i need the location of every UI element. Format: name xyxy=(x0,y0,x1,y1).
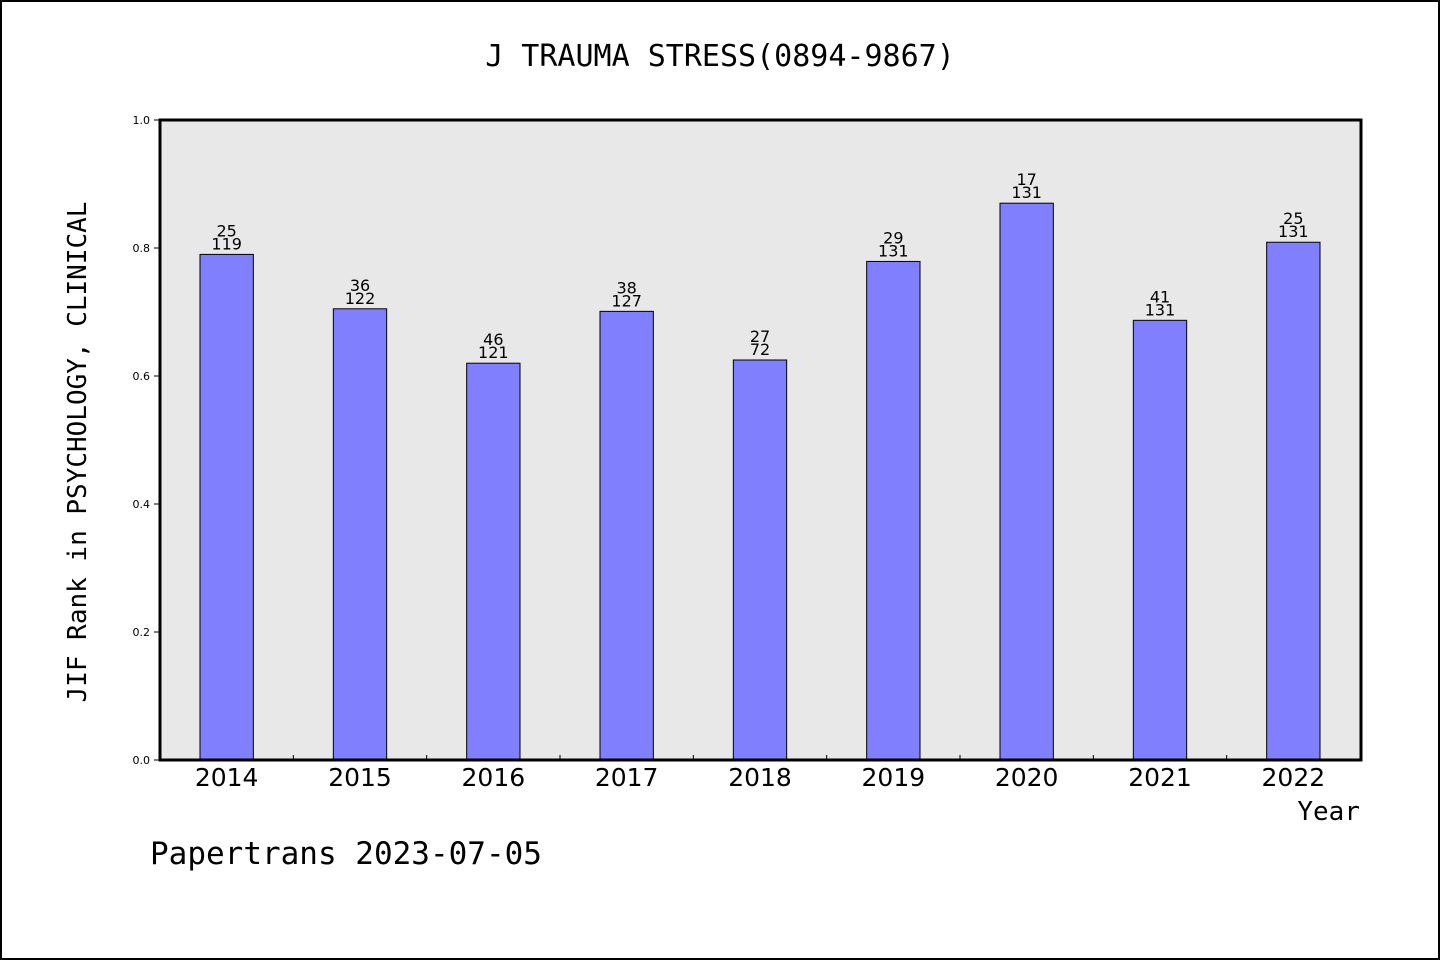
chart-title: J TRAUMA STRESS(0894-9867) xyxy=(485,39,955,74)
bar-total-label: 127 xyxy=(611,291,642,310)
y-tick-label: 1.0 xyxy=(133,114,151,127)
x-tick-label: 2021 xyxy=(1128,763,1192,792)
bar-rank-label: 25 xyxy=(216,221,236,240)
bar-total-label: 121 xyxy=(478,343,509,362)
bar-total-label: 119 xyxy=(211,234,242,253)
x-tick-label: 2019 xyxy=(862,763,926,792)
footer-note: Papertrans 2023-07-05 xyxy=(150,836,542,872)
bar-2017 xyxy=(599,310,654,761)
bar-rank-label: 38 xyxy=(616,278,636,297)
y-tick-label: 0.2 xyxy=(133,626,151,639)
y-tick-label: 0.8 xyxy=(133,242,151,255)
x-tick-label: 2017 xyxy=(595,763,659,792)
plot-border xyxy=(158,118,1363,762)
bar-rank-label: 25 xyxy=(1283,209,1303,228)
x-tick-label: 2020 xyxy=(995,763,1059,792)
ticks-layer: 0.0 0.2 0.4 0.6 0.8 1.0 2014 2015 2016 2017 2018 20… xyxy=(133,114,1326,792)
bar-rank-label: 46 xyxy=(483,330,503,349)
x-tick-label: 2016 xyxy=(462,763,526,792)
bar-2022 xyxy=(1266,241,1321,761)
bar-rank-label: 29 xyxy=(883,228,903,247)
bar-total-label: 122 xyxy=(345,289,376,308)
y-axis-label: JIF Rank in PSYCHOLOGY, CLINICAL xyxy=(63,202,93,703)
bar-total-label: 131 xyxy=(1278,222,1309,241)
bar-rank-label: 36 xyxy=(350,276,370,295)
y-tick-label: 0.0 xyxy=(133,754,151,767)
bar-total-label: 72 xyxy=(750,340,770,359)
bar-rank-label: 41 xyxy=(1150,287,1170,306)
bar-rank-label: 27 xyxy=(750,327,770,346)
bar-total-label: 131 xyxy=(1011,183,1042,202)
bar-2015 xyxy=(332,308,388,761)
bar-total-label: 131 xyxy=(878,241,909,260)
bar-total-label: 131 xyxy=(1145,300,1176,319)
bar-2018 xyxy=(732,359,788,761)
bar-2014 xyxy=(199,253,254,761)
bar-2019 xyxy=(866,260,921,761)
x-tick-label: 2022 xyxy=(1262,763,1326,792)
x-tick-label: 2015 xyxy=(328,763,392,792)
bars-layer: 2511936122461213812727722913117131411312… xyxy=(199,170,1321,761)
x-tick-label: 2018 xyxy=(728,763,792,792)
x-tick-label: 2014 xyxy=(195,763,259,792)
bar-2016 xyxy=(466,362,521,761)
bar-rank-label: 17 xyxy=(1016,170,1036,189)
x-axis-label: Year xyxy=(1297,797,1360,827)
y-tick-label: 0.4 xyxy=(133,498,151,511)
bar-2021 xyxy=(1132,319,1188,761)
bar-2020 xyxy=(999,202,1054,761)
y-tick-label: 0.6 xyxy=(133,370,151,383)
